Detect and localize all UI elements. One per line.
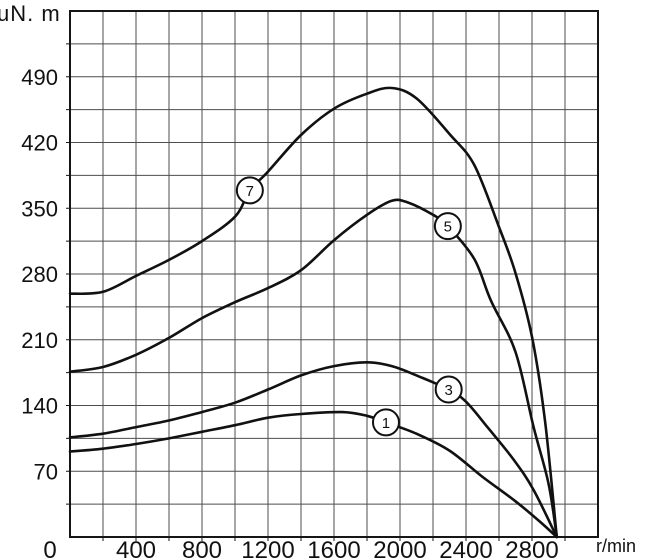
- curve-marker-circle-5: [433, 212, 462, 241]
- y-axis-title: uN. m: [0, 1, 61, 26]
- y-tick-label: 350: [21, 196, 58, 221]
- curve-marker-label-7: 7: [246, 183, 254, 200]
- y-tick-label: 140: [21, 394, 58, 419]
- x-tick-label: 400: [116, 537, 156, 560]
- curve-marker-label-5: 5: [444, 219, 452, 236]
- curve-marker-circle-3: [434, 375, 463, 404]
- y-tick-label: 490: [21, 65, 58, 90]
- curve-7: [68, 86, 559, 539]
- x-tick-label: 2800: [505, 537, 558, 560]
- curve-marker-label-1: 1: [382, 415, 390, 432]
- x-tick-label: 2000: [373, 537, 426, 560]
- x-axis-title: r/min: [596, 536, 636, 556]
- x-tick-label: 2400: [439, 537, 492, 560]
- curve-marker-label-3: 3: [445, 382, 453, 399]
- curve-5: [68, 198, 559, 539]
- x-tick-label: 800: [182, 537, 222, 560]
- y-tick-label: 280: [21, 262, 58, 287]
- plot-frame: [69, 10, 599, 538]
- x-tick-label: 1200: [241, 537, 294, 560]
- x-tick-label: 1600: [307, 537, 360, 560]
- curve-1: [68, 410, 559, 539]
- y-tick-label: 210: [21, 328, 58, 353]
- curve-marker-circle-7: [235, 176, 264, 205]
- origin-label: 0: [43, 537, 56, 560]
- curve-3: [68, 361, 559, 539]
- curve-marker-circle-1: [371, 408, 400, 437]
- y-tick-label: 420: [21, 131, 58, 156]
- y-tick-label: 70: [34, 459, 58, 484]
